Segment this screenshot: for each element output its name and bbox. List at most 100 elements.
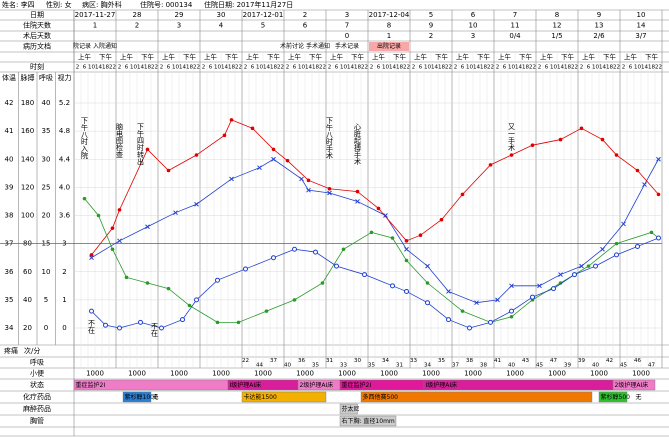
series-line: [91, 158, 659, 304]
hour: 2: [328, 65, 332, 71]
point: [614, 153, 619, 157]
y-tick-label: 25: [42, 183, 51, 191]
point: [474, 300, 479, 306]
date: 8: [555, 11, 559, 19]
hour: 22: [487, 65, 494, 71]
resp-value: 42: [606, 358, 613, 364]
resp-value: 33: [410, 358, 417, 364]
y-tick-label: 39: [5, 183, 14, 191]
hour: 18: [102, 65, 109, 71]
hospital-day: 7: [345, 22, 349, 30]
hour: 10: [130, 65, 137, 71]
postop-day: 0: [345, 32, 349, 40]
hour: 6: [251, 65, 255, 71]
point: [600, 137, 605, 142]
point: [446, 317, 451, 323]
hospital-day: 5: [261, 22, 265, 30]
hour: 14: [347, 65, 354, 71]
hour: 6: [629, 65, 633, 71]
point: [320, 281, 325, 285]
am-label: 上午: [288, 52, 302, 61]
hour: 22: [109, 65, 116, 71]
segment: [339, 403, 358, 415]
segment-label: 紫杉醇500: [601, 393, 631, 401]
segment-label: 重症监护2I: [342, 381, 372, 389]
hour: 6: [503, 65, 507, 71]
hour: 6: [545, 65, 549, 71]
point: [530, 143, 535, 147]
patient-sex: 性别: 女: [46, 0, 72, 9]
resp-value: 36: [298, 358, 305, 364]
hour: 14: [389, 65, 396, 71]
point: [306, 187, 311, 193]
am-label: 上午: [540, 52, 554, 61]
urine-value: 1000: [212, 370, 230, 378]
segment-label: 右下胸: 直径10mm: [342, 417, 395, 425]
segment-label: 2级护理AI床: [615, 381, 649, 389]
hour: 14: [179, 65, 186, 71]
hospital-day: 14: [637, 22, 646, 30]
y-tick-label: 34: [5, 324, 14, 332]
point: [614, 241, 619, 246]
point: [124, 275, 129, 280]
am-label: 上午: [372, 52, 386, 61]
point: [117, 238, 122, 244]
date: 2: [303, 11, 307, 19]
hour: 22: [403, 65, 410, 71]
point: [264, 309, 269, 313]
hospital-day: 1: [93, 22, 97, 30]
pm-label: 下午: [393, 52, 407, 61]
hour: 2: [202, 65, 206, 71]
point: [404, 246, 409, 252]
resp-value: 31: [326, 358, 333, 364]
point: [460, 309, 465, 313]
point: [173, 210, 178, 216]
pm-label: 下午: [267, 52, 281, 61]
point: [222, 133, 227, 138]
resp-value: 45: [620, 363, 627, 369]
segment: [612, 379, 656, 391]
resp-value: 35: [368, 363, 375, 369]
row-label: 术后天数: [23, 31, 51, 40]
hospital-day: 4: [219, 22, 224, 30]
resp-value: 38: [466, 358, 473, 364]
series-line: [91, 119, 659, 256]
resp-value: 37: [270, 358, 277, 364]
y-tick-label: 4.8: [59, 127, 70, 135]
hour: 18: [144, 65, 151, 71]
point: [159, 325, 164, 331]
document: 手术记录: [335, 42, 359, 50]
point: [488, 319, 493, 325]
resp-value: 41: [494, 358, 501, 364]
y-tick-label: 2: [62, 268, 66, 276]
point: [425, 263, 430, 269]
hour: 10: [382, 65, 389, 71]
hour: 6: [335, 65, 339, 71]
hour: 2: [160, 65, 164, 71]
hour: 2: [286, 65, 290, 71]
annotation: 下午八时手术: [326, 117, 334, 160]
hour: 18: [228, 65, 235, 71]
point: [558, 137, 563, 142]
point: [579, 126, 584, 131]
hour: 18: [438, 65, 445, 71]
point: [166, 168, 171, 173]
point: [404, 239, 409, 243]
resp-value: 30: [354, 358, 361, 364]
point: [257, 165, 262, 171]
resp-value: 47: [550, 358, 557, 364]
hour: 2: [370, 65, 374, 71]
document: 院记录 入院通知: [73, 42, 117, 50]
urine-value: 1000: [464, 370, 482, 378]
date: 2017-12-01: [243, 11, 284, 19]
point: [236, 320, 241, 325]
hour: 22: [193, 65, 200, 71]
resp-value: 44: [256, 363, 263, 369]
pain-label: 疼痛: [4, 346, 18, 355]
hour: 2: [244, 65, 248, 71]
hour: 2: [454, 65, 458, 71]
point: [635, 243, 640, 249]
y-tick-label: 42: [5, 99, 14, 107]
point: [117, 325, 122, 331]
